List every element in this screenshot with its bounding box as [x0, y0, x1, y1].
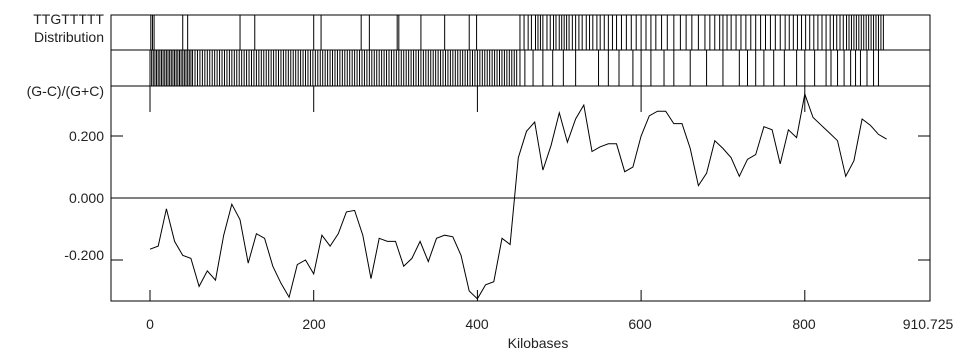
x-tick-marks: [149, 86, 806, 301]
x-axis-label: Kilobases: [508, 335, 569, 351]
x-tick-label-0: 0: [146, 316, 154, 332]
y-tick-label-0200: 0.200: [69, 128, 104, 144]
gc-skew-series-line: [149, 92, 887, 300]
track-label-line1: TTGTTTTT: [33, 11, 104, 27]
x-tick-label-800: 800: [792, 316, 816, 332]
track-top-strand: [150, 15, 884, 50]
plot-frame: [110, 85, 931, 302]
x-tick-label-600: 600: [628, 316, 652, 332]
y-tick-label-0000: 0.000: [69, 190, 104, 206]
x-tick-label-200: 200: [302, 316, 326, 332]
track-bottom-strand: [149, 50, 879, 86]
x-tick-label-end: 910.725: [903, 316, 954, 332]
x-tick-label-400: 400: [465, 316, 489, 332]
y-tick-label-neg0200: -0.200: [64, 247, 104, 263]
track-label-line2: Distribution: [34, 29, 104, 45]
y-axis-label: (G-C)/(G+C): [27, 83, 104, 99]
y-tick-marks: [111, 135, 930, 261]
